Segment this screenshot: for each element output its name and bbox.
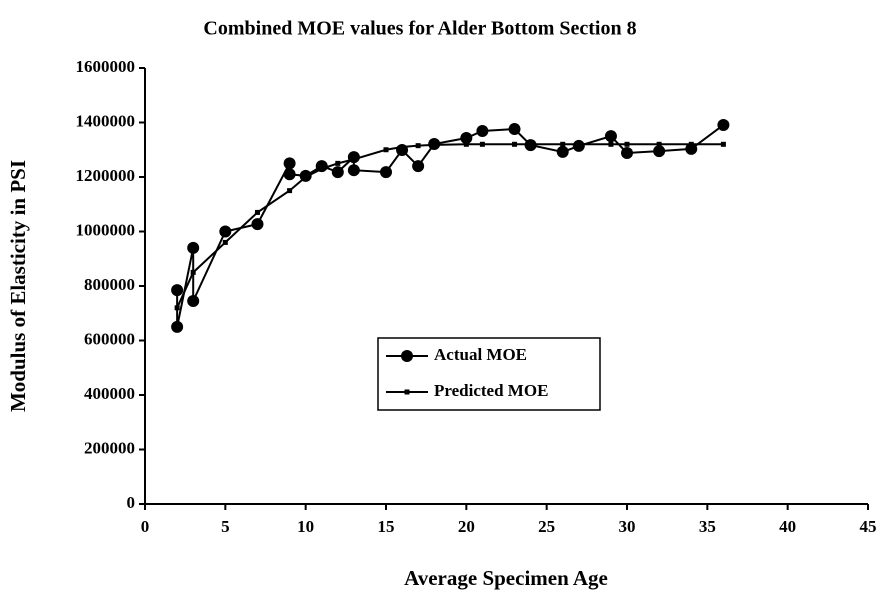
data-point bbox=[219, 225, 232, 238]
x-tick-label: 20 bbox=[458, 517, 475, 536]
data-point bbox=[319, 166, 325, 172]
data-point bbox=[528, 141, 534, 147]
y-tick-label: 1400000 bbox=[76, 111, 136, 130]
data-point bbox=[283, 168, 296, 181]
data-point bbox=[556, 145, 569, 158]
data-point bbox=[187, 294, 200, 307]
data-point bbox=[621, 147, 633, 160]
data-point bbox=[171, 320, 184, 333]
y-tick-label: 1000000 bbox=[76, 220, 136, 239]
data-point bbox=[187, 241, 200, 254]
data-point bbox=[412, 160, 425, 173]
legend-marker bbox=[401, 350, 413, 362]
y-tick-label: 1600000 bbox=[76, 57, 136, 76]
x-tick-label: 15 bbox=[378, 517, 395, 536]
data-point bbox=[251, 218, 264, 231]
x-tick-label: 5 bbox=[221, 517, 230, 536]
legend-label: Predicted MOE bbox=[434, 381, 548, 400]
data-point bbox=[656, 141, 662, 147]
data-point bbox=[604, 130, 617, 143]
data-point bbox=[331, 166, 344, 179]
x-tick-label: 40 bbox=[779, 517, 796, 536]
data-point bbox=[717, 118, 730, 131]
data-point bbox=[720, 141, 726, 147]
x-tick-label: 25 bbox=[538, 517, 555, 536]
legend-label: Actual MOE bbox=[434, 345, 527, 364]
y-tick-label: 200000 bbox=[84, 438, 135, 457]
data-point bbox=[688, 141, 694, 147]
data-point bbox=[283, 157, 296, 170]
legend-box bbox=[377, 337, 601, 411]
data-point bbox=[624, 141, 630, 147]
x-tick-label: 45 bbox=[860, 517, 877, 536]
data-point bbox=[508, 123, 521, 136]
data-point bbox=[303, 174, 309, 180]
chart-title: Combined MOE values for Alder Bottom Sec… bbox=[203, 18, 636, 40]
data-point bbox=[222, 239, 228, 245]
y-tick-label: 800000 bbox=[84, 275, 135, 294]
data-point bbox=[463, 141, 469, 147]
data-point bbox=[174, 305, 180, 311]
data-point bbox=[608, 141, 614, 147]
data-point bbox=[287, 188, 293, 194]
data-point bbox=[351, 156, 357, 162]
data-point bbox=[460, 132, 473, 145]
y-axis-title: Modulus of Elasticity in PSI bbox=[6, 160, 30, 412]
x-tick-label: 30 bbox=[619, 517, 636, 536]
data-point bbox=[347, 164, 360, 177]
y-tick-label: 400000 bbox=[84, 384, 135, 403]
data-point bbox=[431, 142, 437, 148]
data-point bbox=[560, 141, 566, 147]
x-tick-label: 0 bbox=[141, 517, 150, 536]
legend: Actual MOE Predicted MOE bbox=[377, 337, 601, 411]
x-tick-label: 35 bbox=[699, 517, 716, 536]
data-point bbox=[415, 143, 421, 149]
data-point bbox=[315, 160, 328, 173]
data-point bbox=[190, 269, 196, 275]
x-tick-label: 10 bbox=[297, 517, 314, 536]
data-point bbox=[383, 147, 389, 153]
data-point bbox=[685, 142, 698, 155]
series-line bbox=[176, 143, 724, 309]
y-tick-label: 1200000 bbox=[76, 166, 136, 185]
data-point bbox=[479, 141, 485, 147]
data-point bbox=[254, 209, 260, 215]
legend-marker bbox=[404, 389, 410, 395]
y-tick-label: 0 bbox=[127, 493, 136, 512]
x-axis-title: Average Specimen Age bbox=[404, 566, 608, 590]
data-point bbox=[476, 124, 489, 137]
data-point bbox=[512, 141, 518, 147]
data-point bbox=[171, 284, 184, 297]
data-point bbox=[380, 166, 392, 179]
y-tick-label: 600000 bbox=[84, 329, 135, 348]
data-point bbox=[653, 145, 666, 158]
data-point bbox=[576, 141, 582, 147]
data-point bbox=[335, 160, 341, 166]
data-point bbox=[399, 144, 405, 150]
